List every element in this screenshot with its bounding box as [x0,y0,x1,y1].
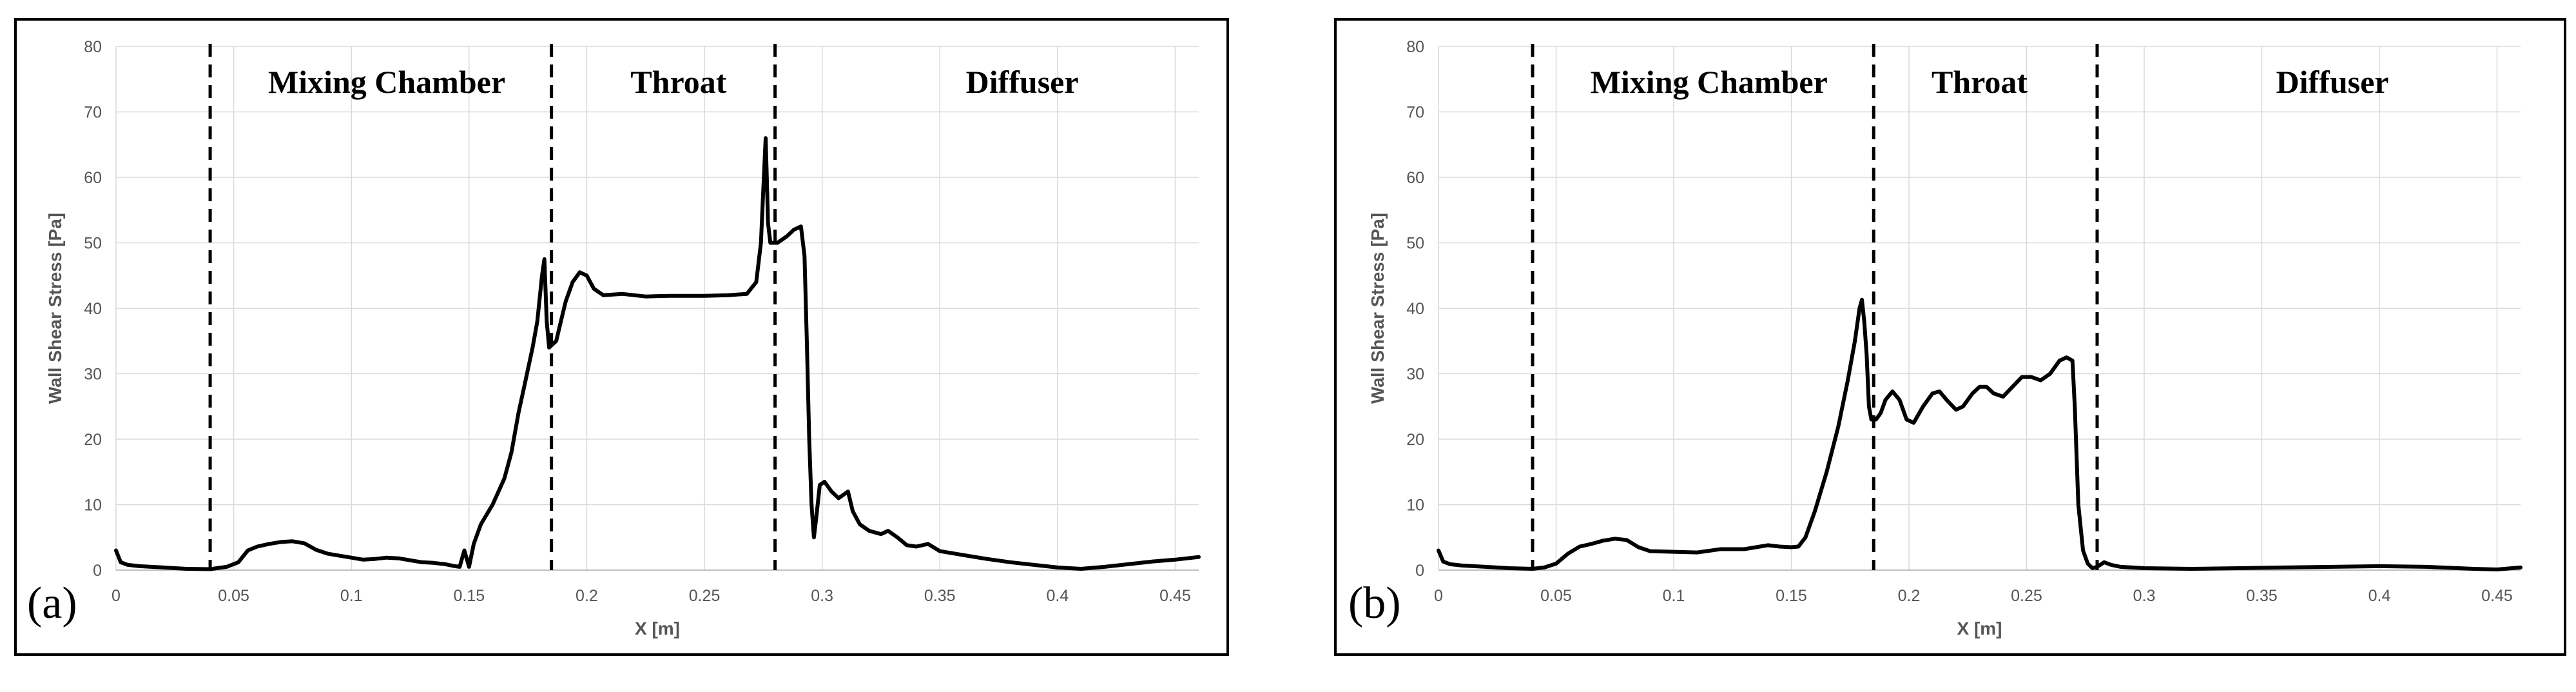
y-tick-label: 70 [84,104,102,122]
x-tick-label: 0.15 [1776,587,1807,605]
y-tick-label: 30 [1406,366,1424,384]
y-tick-label: 80 [1406,38,1424,56]
x-tick-label: 0.15 [453,587,485,605]
x-tick-label: 0.45 [1159,587,1191,605]
x-axis-title: X [m] [635,618,680,638]
y-tick-label: 30 [84,366,102,384]
x-tick-label: 0.25 [2011,587,2042,605]
panel-frame [14,18,1229,656]
y-tick-label: 60 [84,169,102,187]
x-tick-label: 0 [111,587,121,605]
x-tick-label: 0 [1434,587,1443,605]
x-tick-label: 0.2 [576,587,598,605]
region-label: Diffuser [2276,64,2389,100]
panel-frame [1334,18,2566,656]
region-label: Mixing Chamber [268,64,505,100]
region-label: Mixing Chamber [1591,64,1828,100]
x-tick-label: 0.35 [2246,587,2278,605]
x-tick-label: 0.3 [811,587,833,605]
x-tick-label: 0.05 [218,587,249,605]
region-label: Throat [630,64,726,100]
y-tick-label: 50 [1406,235,1424,253]
region-label: Diffuser [966,64,1079,100]
x-tick-label: 0.35 [924,587,956,605]
chart-panel-b: 0 10 20 30 40 50 60 70 80 0 0.05 0.1 0.15 0.2 0.25 0.3 0… [1334,18,2566,656]
y-tick-label: 20 [1406,431,1424,449]
y-tick-label: 40 [1406,300,1424,318]
x-tick-label: 0.05 [1540,587,1572,605]
y-tick-label: 0 [93,562,102,580]
y-axis-title: Wall Shear Stress [Pa] [1368,213,1388,404]
x-tick-label: 0.25 [689,587,721,605]
y-tick-label: 70 [1406,104,1424,122]
y-tick-label: 10 [84,497,102,515]
y-tick-label: 80 [84,38,102,56]
y-tick-label: 10 [1406,497,1424,515]
x-tick-label: 0.3 [2133,587,2156,605]
series-line [114,136,1201,571]
x-tick-label: 0.1 [1663,587,1685,605]
x-tick-label: 0.4 [2368,587,2391,605]
x-tick-label: 0.4 [1046,587,1069,605]
y-tick-label: 0 [1415,562,1424,580]
y-tick-label: 60 [1406,169,1424,187]
series-line [1437,297,2523,571]
region-label: Throat [1932,64,2028,100]
y-tick-label: 50 [84,235,102,253]
y-axis-title: Wall Shear Stress [Pa] [45,213,65,404]
x-tick-label: 0.2 [1898,587,1921,605]
panel-label: (b) [1348,578,1401,628]
y-tick-label: 40 [84,300,102,318]
x-tick-label: 0.45 [2481,587,2513,605]
y-tick-label: 20 [84,431,102,449]
x-tick-label: 0.1 [340,587,363,605]
x-axis-title: X [m] [1957,618,2002,638]
panel-label: (a) [27,578,77,628]
chart-panel-a: 0 10 20 30 40 50 60 70 80 0 0.05 0.1 0.15 0.2 0.25 0.3 0… [14,18,1229,656]
